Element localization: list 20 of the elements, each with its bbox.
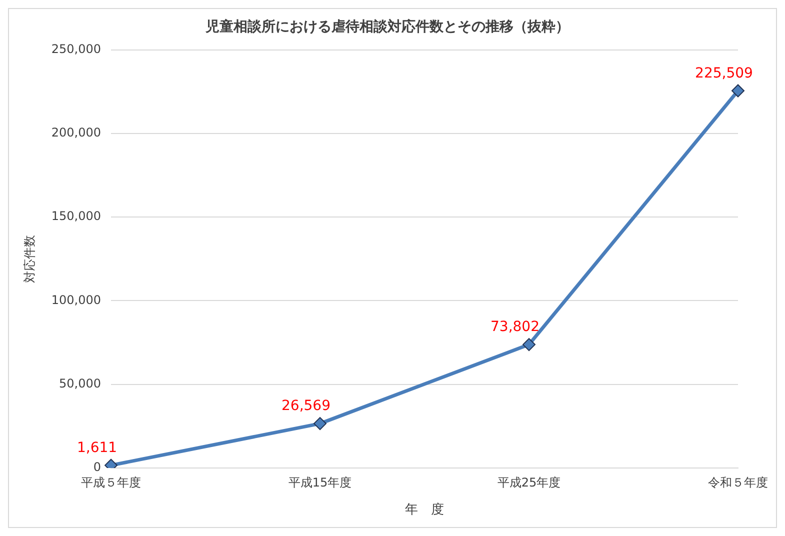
chart-title: 児童相談所における虐待相談対応件数とその推移（抜粋） xyxy=(204,18,570,36)
data-label: 225,509 xyxy=(695,65,753,82)
data-label: 73,802 xyxy=(490,319,540,336)
y-tick-label: 50,000 xyxy=(59,376,102,390)
point xyxy=(522,338,536,352)
data-label: 1,611 xyxy=(76,440,118,456)
y-tick-label: 250,000 xyxy=(51,42,102,56)
x-tick-label: 平成15年度 xyxy=(288,475,352,490)
y-axis-title: 対応件数 xyxy=(22,234,36,283)
y-tick-label: 0 xyxy=(93,460,102,474)
x-tick-label: 平成25年度 xyxy=(497,475,561,490)
x-tick-label: 平成５年度 xyxy=(81,475,142,490)
y-tick-label: 200,000 xyxy=(51,126,102,140)
data-label: 26,569 xyxy=(282,398,331,414)
x-tick-label: 令和５年度 xyxy=(708,475,768,490)
x-axis-title: 年 度 xyxy=(405,502,444,518)
y-tick-label: 150,000 xyxy=(51,209,102,224)
y-tick-label: 100,000 xyxy=(51,292,102,307)
point xyxy=(732,84,744,98)
point xyxy=(314,417,327,430)
